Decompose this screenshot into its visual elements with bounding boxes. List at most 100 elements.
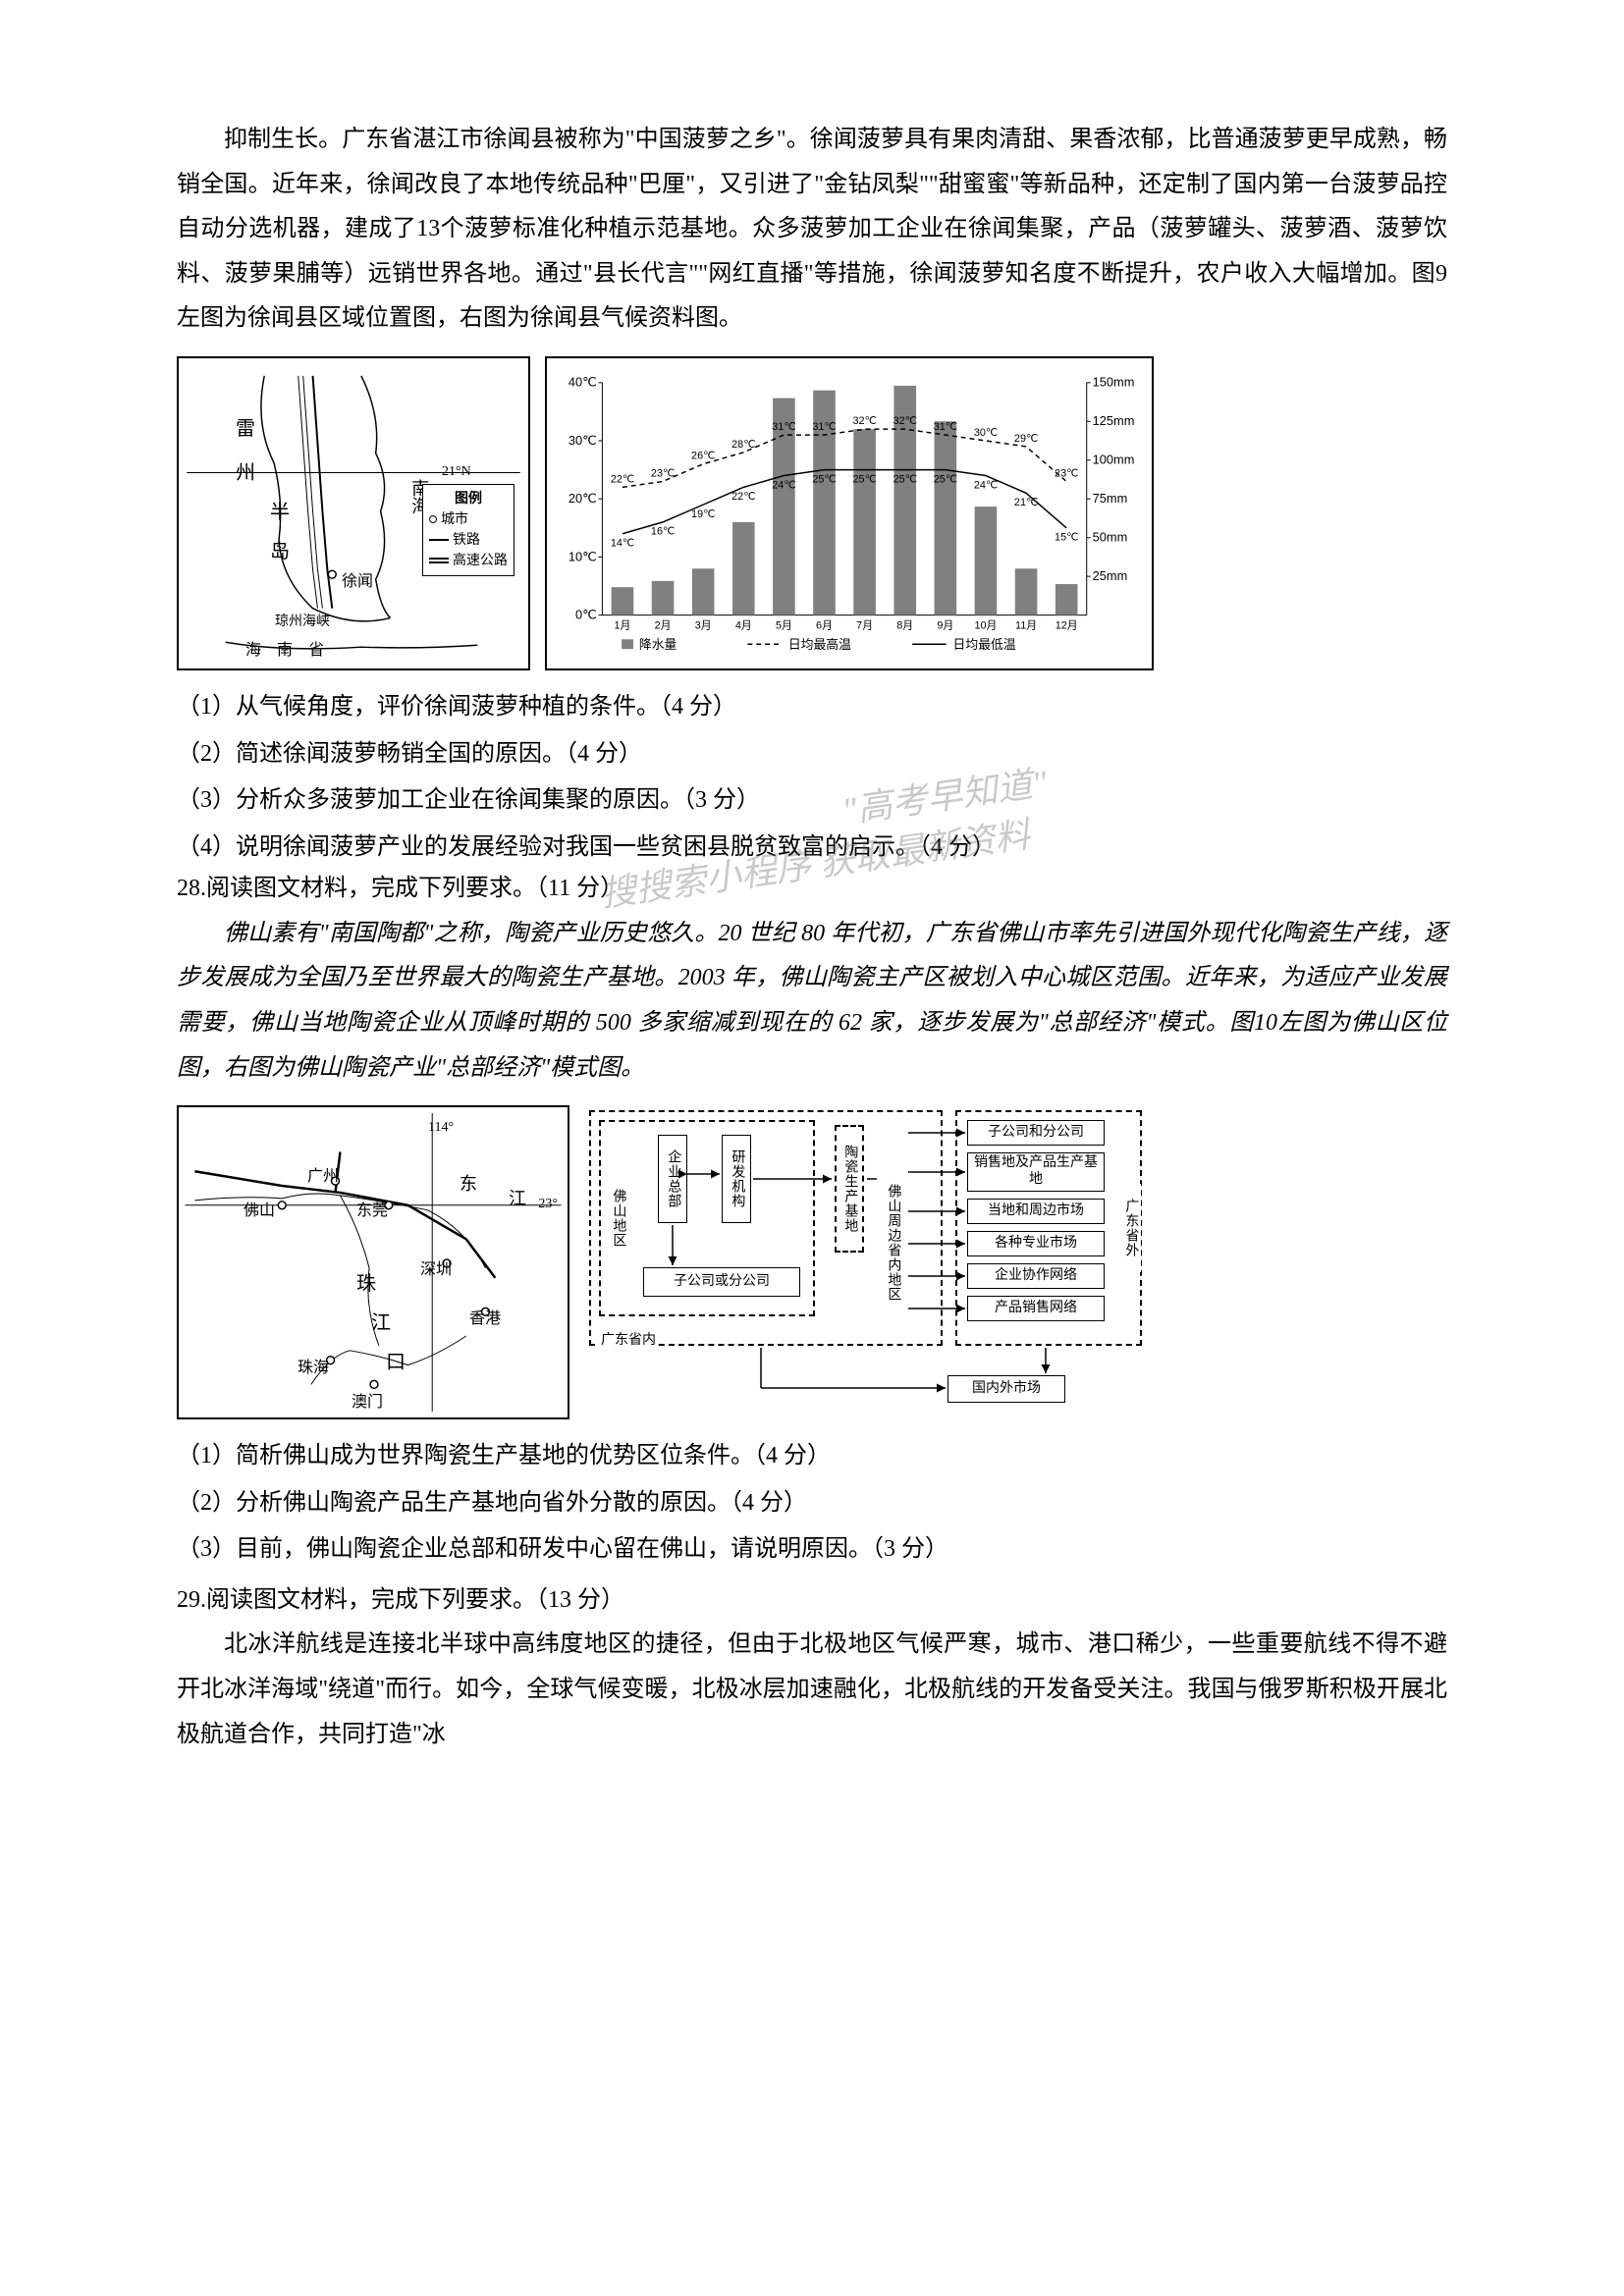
label-zhou: 州 [236,454,255,492]
box-hq: 企业总部 [658,1135,687,1223]
figure-9-row: 雷 州 半 岛 南海 徐闻 琼州海峡 海 南 省 21°N 图例 城市 铁路 高… [177,356,1447,670]
svg-text:25℃: 25℃ [812,473,836,485]
svg-text:20℃: 20℃ [568,491,597,506]
svg-text:22℃: 22℃ [731,491,755,503]
q28-1: （1）简析佛山成为世界陶瓷生产基地的优势区位条件。（4 分） [177,1434,1447,1479]
svg-text:15℃: 15℃ [1055,532,1078,544]
label-shenzhen: 深圳 [420,1255,452,1285]
box-coop: 企业协作网络 [967,1263,1105,1289]
label-hainan: 海 南 省 [245,636,330,666]
label-xianggang: 香港 [469,1305,501,1334]
svg-text:7月: 7月 [856,619,873,631]
svg-text:5月: 5月 [776,619,792,631]
svg-text:23℃: 23℃ [651,467,675,479]
svg-text:日均最低温: 日均最低温 [953,637,1016,652]
box-pro: 各种专业市场 [967,1231,1105,1256]
map-legend: 图例 城市 铁路 高速公路 [422,484,514,576]
box-sub: 子公司或分公司 [643,1267,800,1297]
q28-3: （3）目前，佛山陶瓷企业总部和研发中心留在佛山，请说明原因。（3 分） [177,1527,1447,1573]
svg-text:31℃: 31℃ [772,421,795,433]
svg-text:29℃: 29℃ [1014,433,1038,445]
intro-paragraph: 抑制生长。广东省湛江市徐闻县被称为"中国菠萝之乡"。徐闻菠萝具有果肉清甜、果香浓… [177,118,1447,342]
label-zhu: 珠 [356,1265,376,1303]
svg-text:31℃: 31℃ [934,421,957,433]
label-lei: 雷 [236,410,255,448]
label-lat23: 23° [538,1192,558,1218]
q27-1: （1）从气候角度，评价徐闻菠萝种植的条件。（4 分） [177,685,1447,730]
box-base: 陶瓷生产基地 [835,1125,864,1253]
label-lat: 21°N [442,459,471,486]
svg-text:40℃: 40℃ [568,375,597,390]
label-gd-out: 广东省外 [1119,1184,1141,1272]
svg-text:22℃: 22℃ [611,473,634,485]
svg-text:32℃: 32℃ [893,415,917,427]
svg-text:19℃: 19℃ [691,508,715,520]
box-around: 佛山周边省内地区 [879,1159,906,1326]
svg-text:100mm: 100mm [1093,453,1135,467]
climate-chart: 0℃10℃20℃30℃40℃25mm50mm75mm100mm125mm150m… [545,356,1154,670]
svg-text:25℃: 25℃ [893,473,917,485]
legend-highway: 高速公路 [453,551,508,571]
q28-2: （2）分析佛山陶瓷产品生产基地向省外分散的原因。（4 分） [177,1481,1447,1526]
q28-title: 28.阅读图文材料，完成下列要求。（11 分） [177,867,1447,912]
svg-text:降水量: 降水量 [639,637,677,652]
map2-svg [185,1113,562,1412]
label-foshan-region: 佛山地区 [606,1169,629,1267]
label-zhuhai: 珠海 [298,1354,329,1383]
label-dongguan: 东莞 [356,1197,388,1226]
svg-text:23℃: 23℃ [1055,467,1078,479]
figure-10-row: 114° 23° 广州 佛山 东莞 深圳 珠海 香港 澳门 东 江 珠 江 口 … [177,1105,1447,1419]
svg-text:4月: 4月 [735,619,752,631]
box-sub2: 子公司和分公司 [967,1120,1105,1146]
svg-text:14℃: 14℃ [611,538,634,550]
svg-text:3月: 3月 [695,619,712,631]
label-foshan: 佛山 [244,1197,275,1226]
box-rd: 研发机构 [722,1135,751,1223]
q29-title: 29.阅读图文材料，完成下列要求。（13 分） [177,1578,1447,1624]
svg-text:150mm: 150mm [1093,375,1135,390]
svg-text:9月: 9月 [937,619,953,631]
legend-city: 城市 [441,509,468,530]
svg-text:24℃: 24℃ [974,479,998,491]
svg-text:6月: 6月 [816,619,833,631]
svg-text:11月: 11月 [1015,619,1037,631]
svg-text:1月: 1月 [615,619,631,631]
xuwen-location-map: 雷 州 半 岛 南海 徐闻 琼州海峡 海 南 省 21°N 图例 城市 铁路 高… [177,356,530,670]
legend-rail: 铁路 [453,530,480,551]
region-gd-in-label: 广东省内 [599,1328,658,1355]
label-kou: 口 [386,1344,406,1381]
svg-text:125mm: 125mm [1093,413,1135,428]
label-dao: 岛 [270,533,290,570]
svg-text:30℃: 30℃ [568,433,597,448]
label-jiang-e: 江 [509,1182,526,1215]
svg-text:8月: 8月 [896,619,913,631]
svg-text:28℃: 28℃ [731,439,755,451]
svg-text:21℃: 21℃ [1014,497,1038,508]
label-jiang: 江 [371,1305,391,1342]
svg-text:25℃: 25℃ [852,473,876,485]
q27-2: （2）简述徐闻菠萝畅销全国的原因。（4 分） [177,732,1447,777]
box-local: 当地和周边市场 [967,1199,1105,1224]
legend-title: 图例 [429,489,508,509]
svg-text:32℃: 32℃ [852,415,876,427]
svg-text:10月: 10月 [975,619,998,631]
svg-text:30℃: 30℃ [974,427,998,439]
svg-text:31℃: 31℃ [812,421,836,433]
svg-text:2月: 2月 [655,619,672,631]
svg-text:25℃: 25℃ [934,473,957,485]
label-guangzhou: 广州 [307,1162,339,1192]
box-prod: 产品销售网络 [967,1296,1105,1321]
svg-text:10℃: 10℃ [568,549,597,563]
svg-text:日均最高温: 日均最高温 [788,637,851,652]
svg-text:26℃: 26℃ [691,451,715,462]
label-xuwen: 徐闻 [342,567,373,597]
svg-text:25mm: 25mm [1093,568,1128,583]
svg-text:50mm: 50mm [1093,530,1128,545]
q27-3: （3）分析众多菠萝加工企业在徐闻集聚的原因。（3 分） [177,778,1447,824]
label-aomen: 澳门 [352,1388,383,1417]
hq-economy-diagram: 广东省内 佛山地区 企业总部 研发机构 子公司或分公司 陶瓷生产基地 佛山周边省… [584,1105,1154,1419]
box-sale: 销售地及产品生产基地 [967,1152,1105,1192]
svg-text:12月: 12月 [1056,619,1078,631]
svg-text:24℃: 24℃ [772,479,795,491]
foshan-location-map: 114° 23° 广州 佛山 东莞 深圳 珠海 香港 澳门 东 江 珠 江 口 [177,1105,569,1419]
